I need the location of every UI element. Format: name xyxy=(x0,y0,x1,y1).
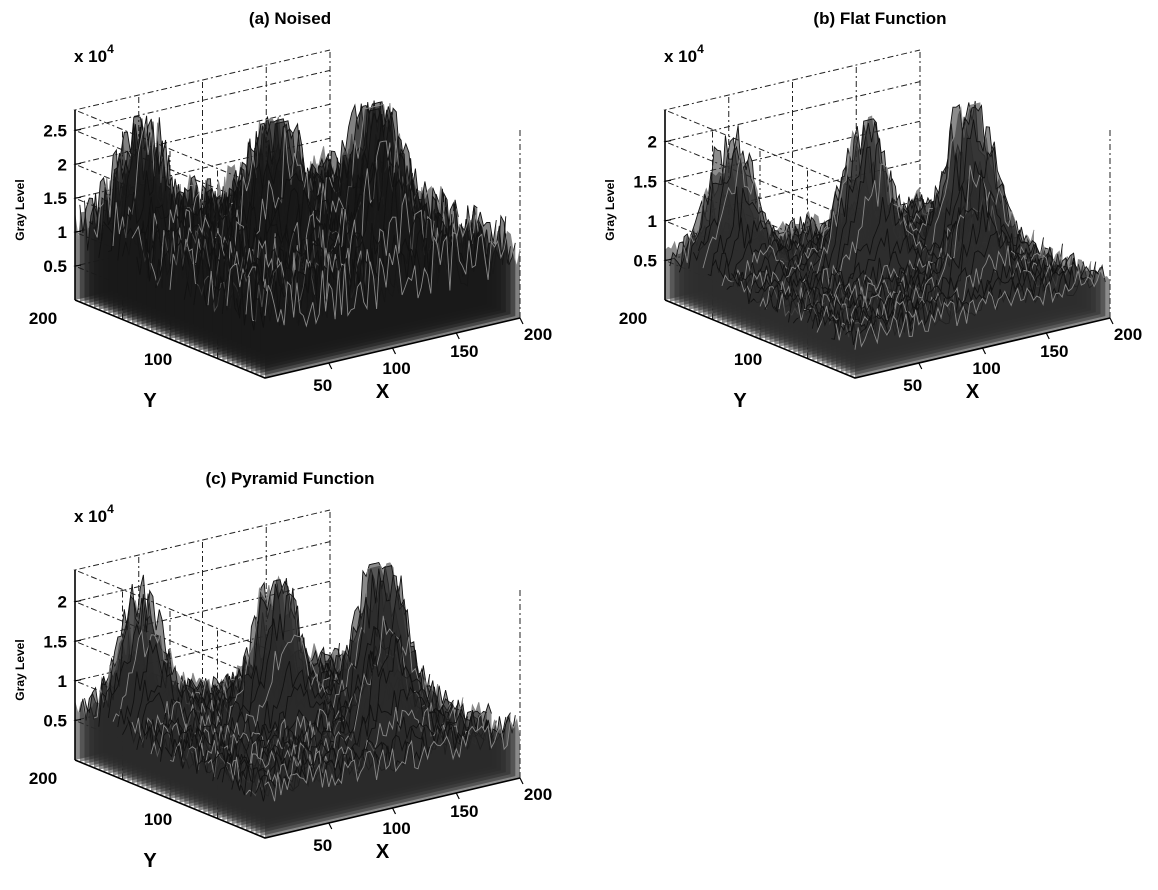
z-tick-label: 2 xyxy=(58,155,67,174)
plot-canvas: (a) Noised x 104 0.5 1 1.5 2 2.5 Gray Level 50 10… xyxy=(13,9,552,412)
base-axes xyxy=(664,299,1111,379)
plot-canvas: (b) Flat Function x 104 0.5 1 1.5 2 Gray Level… xyxy=(603,9,1142,412)
x-tick-label: 200 xyxy=(524,325,552,344)
z-tick xyxy=(74,128,82,131)
z-tick xyxy=(74,162,82,165)
x-tick-label: 100 xyxy=(382,819,410,838)
y-tick-label: 200 xyxy=(619,309,647,328)
z-tick-label: 1 xyxy=(58,672,67,691)
y-axis-label: Y xyxy=(143,390,157,412)
surface-slice xyxy=(265,231,520,378)
x-tick xyxy=(519,317,524,325)
y-tick-label: 100 xyxy=(144,350,172,369)
x-tick xyxy=(918,362,923,370)
x-tick xyxy=(328,362,333,370)
surface-plot-noised: (a) Noised x 104 0.5 1 1.5 2 2.5 Gray Level 50 10… xyxy=(0,0,560,430)
base-axes xyxy=(74,759,521,839)
x-tick xyxy=(455,332,460,340)
z-tick xyxy=(74,718,82,722)
z-tick-label: 0.5 xyxy=(633,251,657,270)
x-tick-label: 50 xyxy=(903,376,922,395)
z-tick xyxy=(664,219,672,222)
z-tick-label: 2.5 xyxy=(43,121,67,140)
z-tick xyxy=(664,258,672,262)
z-tick-label: 1 xyxy=(58,223,67,242)
y-axis-label: Y xyxy=(143,850,157,872)
x-tick-label: 150 xyxy=(1040,342,1068,361)
z-tick xyxy=(74,230,82,233)
surface-plot-flat-function: (b) Flat Function x 104 0.5 1 1.5 2 Gray Level… xyxy=(590,0,1150,430)
surface-mesh xyxy=(74,100,521,378)
y-tick-label: 100 xyxy=(144,810,172,829)
surface-line xyxy=(854,269,1111,350)
z-axis-label: Gray Level xyxy=(13,639,27,700)
y-axis-label: Y xyxy=(733,390,747,412)
x-tick xyxy=(519,777,524,785)
z-multiplier: x 104 xyxy=(74,42,114,66)
x-tick-label: 100 xyxy=(382,359,410,378)
surface-line xyxy=(831,230,1087,340)
z-tick-label: 1 xyxy=(648,212,657,231)
x-tick-label: 200 xyxy=(524,785,552,804)
surface-plot-pyramid-function: (c) Pyramid Function x 104 0.5 1 1.5 2 Gray Le… xyxy=(0,460,560,890)
z-tick xyxy=(74,264,82,267)
x-tick xyxy=(981,347,987,355)
x-tick-label: 50 xyxy=(313,376,332,395)
x-tick xyxy=(328,822,333,830)
surface-line xyxy=(250,215,507,331)
z-multiplier: x 104 xyxy=(74,502,114,526)
z-tick xyxy=(664,140,672,143)
surface-line xyxy=(264,230,521,328)
z-tick xyxy=(74,196,82,199)
y-tick-label: 100 xyxy=(734,350,762,369)
x-tick xyxy=(391,347,397,355)
surface-slice xyxy=(855,270,1110,378)
z-tick-label: 2 xyxy=(648,133,657,152)
y-tick-label: 200 xyxy=(29,769,57,788)
x-tick-label: 200 xyxy=(1114,325,1142,344)
surface-line xyxy=(845,266,1101,339)
z-multiplier: x 104 xyxy=(664,42,704,66)
z-tick xyxy=(74,639,82,642)
x-axis-label: X xyxy=(376,841,390,863)
plot-title: (c) Pyramid Function xyxy=(205,469,374,488)
z-tick-label: 1.5 xyxy=(43,632,67,651)
surface-mesh xyxy=(664,100,1111,378)
base-axes xyxy=(74,299,521,379)
z-tick-label: 1.5 xyxy=(43,189,67,208)
x-tick-label: 100 xyxy=(972,359,1000,378)
z-tick-label: 1.5 xyxy=(633,172,657,191)
x-tick xyxy=(1109,317,1114,325)
x-tick-label: 50 xyxy=(313,836,332,855)
plot-title: (a) Noised xyxy=(249,9,331,28)
surface-line xyxy=(264,718,521,802)
z-axis-label: Gray Level xyxy=(603,179,617,240)
x-axis-label: X xyxy=(376,381,390,403)
x-axis-label: X xyxy=(966,381,980,403)
z-tick xyxy=(664,179,672,182)
x-tick xyxy=(391,807,397,815)
z-tick xyxy=(74,600,82,603)
z-tick xyxy=(74,679,82,682)
x-tick-label: 150 xyxy=(450,342,478,361)
z-tick-label: 2 xyxy=(58,593,67,612)
x-tick xyxy=(1045,332,1050,340)
x-tick xyxy=(455,792,460,800)
y-tick-label: 200 xyxy=(29,309,57,328)
z-tick-label: 0.5 xyxy=(43,711,67,730)
z-axis-label: Gray Level xyxy=(13,179,27,240)
surface-line xyxy=(764,104,1021,310)
x-tick-label: 150 xyxy=(450,802,478,821)
z-tick-label: 0.5 xyxy=(43,257,67,276)
surface-mesh xyxy=(74,561,521,838)
plot-title: (b) Flat Function xyxy=(813,9,946,28)
surface-line xyxy=(826,204,1082,336)
plot-canvas: (c) Pyramid Function x 104 0.5 1 1.5 2 Gray Le… xyxy=(13,469,552,872)
